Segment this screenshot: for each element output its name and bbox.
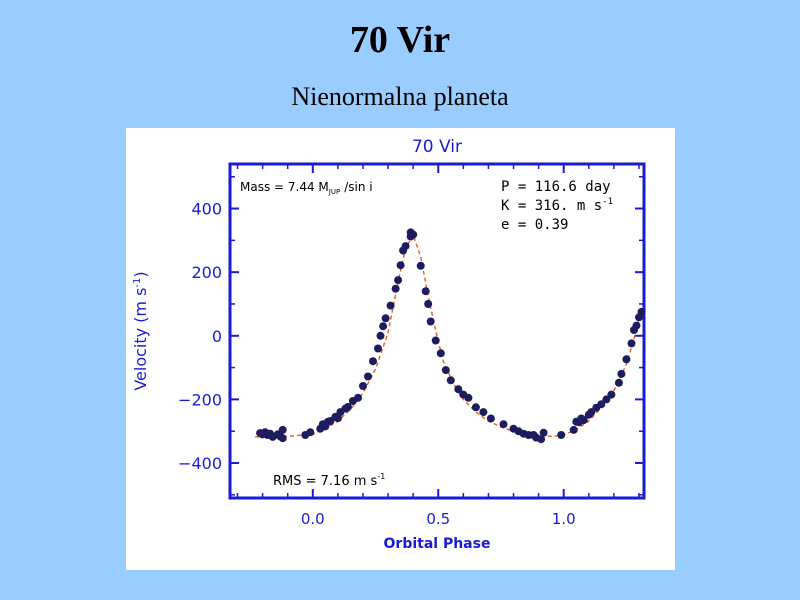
x-tick-label: 0.0 bbox=[301, 510, 325, 528]
data-point bbox=[602, 395, 611, 404]
data-point bbox=[409, 230, 418, 239]
data-point bbox=[354, 393, 362, 402]
chart-title: 70 Vir bbox=[412, 137, 462, 157]
data-point bbox=[499, 420, 508, 429]
data-point bbox=[579, 416, 588, 425]
data-point bbox=[394, 276, 403, 285]
data-point bbox=[306, 428, 315, 437]
data-point bbox=[359, 382, 367, 390]
data-point bbox=[617, 369, 626, 378]
data-point bbox=[557, 431, 566, 439]
data-point bbox=[426, 317, 435, 326]
data-point bbox=[416, 261, 425, 270]
data-point bbox=[391, 284, 400, 293]
fit-curve bbox=[255, 232, 645, 438]
rms-annotation-text: RMS = 7.16 m s bbox=[273, 474, 378, 489]
data-point bbox=[333, 414, 342, 423]
data-point bbox=[401, 242, 410, 251]
axis-ticks: −400 −200 0 200 400 0.0 0.5 1.0 bbox=[178, 164, 644, 528]
k-annotation-sup: -1 bbox=[602, 197, 613, 207]
data-point bbox=[441, 366, 450, 375]
y-tick-label: 400 bbox=[191, 200, 222, 219]
x-axis-label: Orbital Phase bbox=[384, 536, 491, 552]
data-point bbox=[597, 400, 606, 409]
slide-title: 70 Vir bbox=[349, 19, 451, 61]
data-point bbox=[374, 344, 382, 353]
data-point bbox=[396, 261, 405, 270]
data-point bbox=[632, 321, 641, 330]
data-point bbox=[446, 376, 455, 385]
data-point bbox=[627, 339, 636, 348]
data-point bbox=[614, 378, 623, 387]
rms-annotation: RMS = 7.16 m s-1 bbox=[273, 472, 385, 489]
data-point bbox=[431, 336, 440, 345]
data-point bbox=[486, 414, 495, 423]
y-tick-label: −200 bbox=[178, 390, 222, 409]
data-point bbox=[622, 355, 631, 364]
x-tick-label: 1.0 bbox=[552, 510, 576, 528]
y-axis-label-close: ) bbox=[131, 271, 150, 277]
data-point bbox=[369, 357, 377, 366]
slide-subtitle: Nienormalna planeta bbox=[291, 82, 509, 111]
y-tick-label: 200 bbox=[191, 263, 222, 282]
data-point bbox=[637, 307, 646, 316]
data-point bbox=[379, 322, 388, 331]
data-point bbox=[364, 372, 372, 381]
data-point bbox=[464, 393, 473, 402]
data-point bbox=[569, 425, 578, 434]
data-points-layer bbox=[256, 228, 646, 444]
data-point bbox=[471, 403, 480, 412]
data-point bbox=[424, 300, 433, 308]
data-point bbox=[436, 349, 445, 358]
k-annotation-text: K = 316. m s bbox=[501, 198, 602, 214]
data-point bbox=[607, 390, 616, 399]
x-tick-label: 0.5 bbox=[426, 510, 450, 528]
data-point bbox=[278, 425, 287, 434]
data-point bbox=[537, 435, 546, 444]
radial-velocity-chart: 70 Vir Velocity (m s-1) Orbital Phase Ma… bbox=[131, 137, 646, 552]
plot-panel: 70 Vir Velocity (m s-1) Orbital Phase Ma… bbox=[126, 128, 675, 570]
period-annotation: P = 116.6 day bbox=[501, 179, 611, 195]
data-point bbox=[343, 403, 352, 411]
y-axis-label-sup: -1 bbox=[132, 278, 143, 288]
mass-annotation-sub: JUP bbox=[328, 188, 340, 196]
mass-annotation-text: Mass = 7.44 M bbox=[240, 180, 329, 194]
data-point bbox=[479, 408, 488, 417]
rms-annotation-sup: -1 bbox=[377, 472, 385, 481]
data-point bbox=[278, 434, 287, 443]
eccentricity-annotation: e = 0.39 bbox=[501, 217, 568, 233]
y-tick-label: 0 bbox=[212, 327, 222, 346]
fit-curve-layer bbox=[255, 232, 645, 438]
data-point bbox=[539, 428, 548, 437]
mass-annotation: Mass = 7.44 MJUP/sin i bbox=[240, 180, 373, 196]
plot-frame bbox=[228, 162, 646, 500]
y-axis-label: Velocity (m s-1) bbox=[131, 271, 150, 390]
y-tick-label: −400 bbox=[178, 454, 222, 473]
y-axis-label-text: Velocity (m s bbox=[131, 288, 150, 391]
mass-annotation-suffix: /sin i bbox=[344, 180, 372, 194]
k-annotation: K = 316. m s-1 bbox=[501, 197, 613, 214]
data-point bbox=[381, 314, 390, 323]
data-point bbox=[421, 287, 430, 296]
data-point bbox=[376, 331, 385, 340]
data-point bbox=[454, 385, 463, 394]
data-point bbox=[386, 301, 395, 310]
